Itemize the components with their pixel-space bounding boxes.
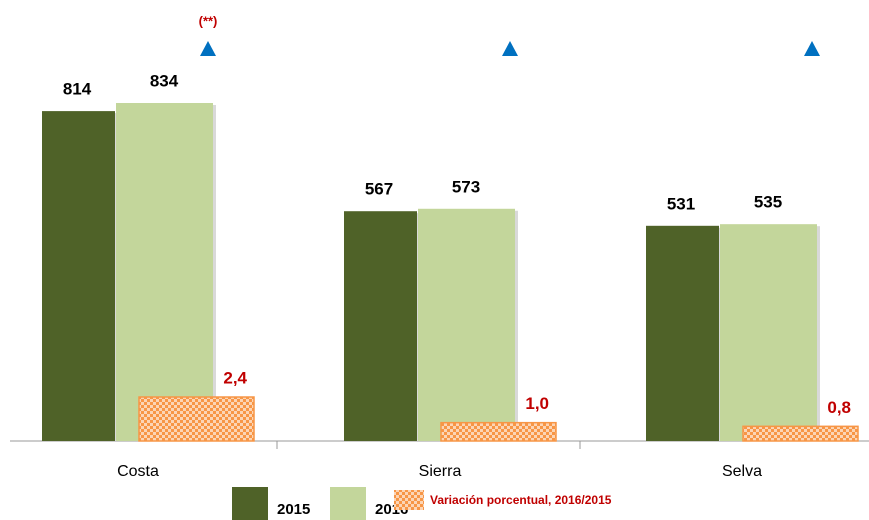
variation-bar [138, 396, 255, 442]
data-label: 567 [365, 180, 393, 199]
x-tick-label: Selva [722, 463, 762, 480]
bar [720, 224, 817, 441]
bar [344, 211, 417, 441]
legend-swatch [232, 487, 268, 520]
variation-bar [440, 421, 557, 442]
trend-marker [804, 41, 820, 56]
legend-label: 2015 [277, 501, 310, 518]
bar [418, 208, 515, 441]
data-label: 2,4 [223, 368, 247, 387]
variation-bar [742, 425, 859, 442]
x-tick-label: Costa [117, 463, 159, 480]
legend-swatch [394, 490, 424, 510]
legend-label: Variación porcentual, 2016/2015 [430, 493, 612, 507]
x-tick-label: Sierra [419, 463, 462, 480]
data-label: 1,0 [525, 394, 549, 413]
bar [116, 103, 213, 441]
annotation: (**) [199, 13, 218, 28]
trend-marker [502, 41, 518, 56]
legend-swatch [330, 487, 366, 520]
data-label: 573 [452, 177, 480, 196]
data-label: 531 [667, 194, 695, 213]
bar [42, 111, 115, 441]
data-label: 834 [150, 71, 179, 90]
data-label: 814 [63, 80, 92, 99]
data-label: 0,8 [827, 398, 851, 417]
bar [646, 225, 719, 441]
data-label: 535 [754, 193, 782, 212]
trend-marker [200, 41, 216, 56]
